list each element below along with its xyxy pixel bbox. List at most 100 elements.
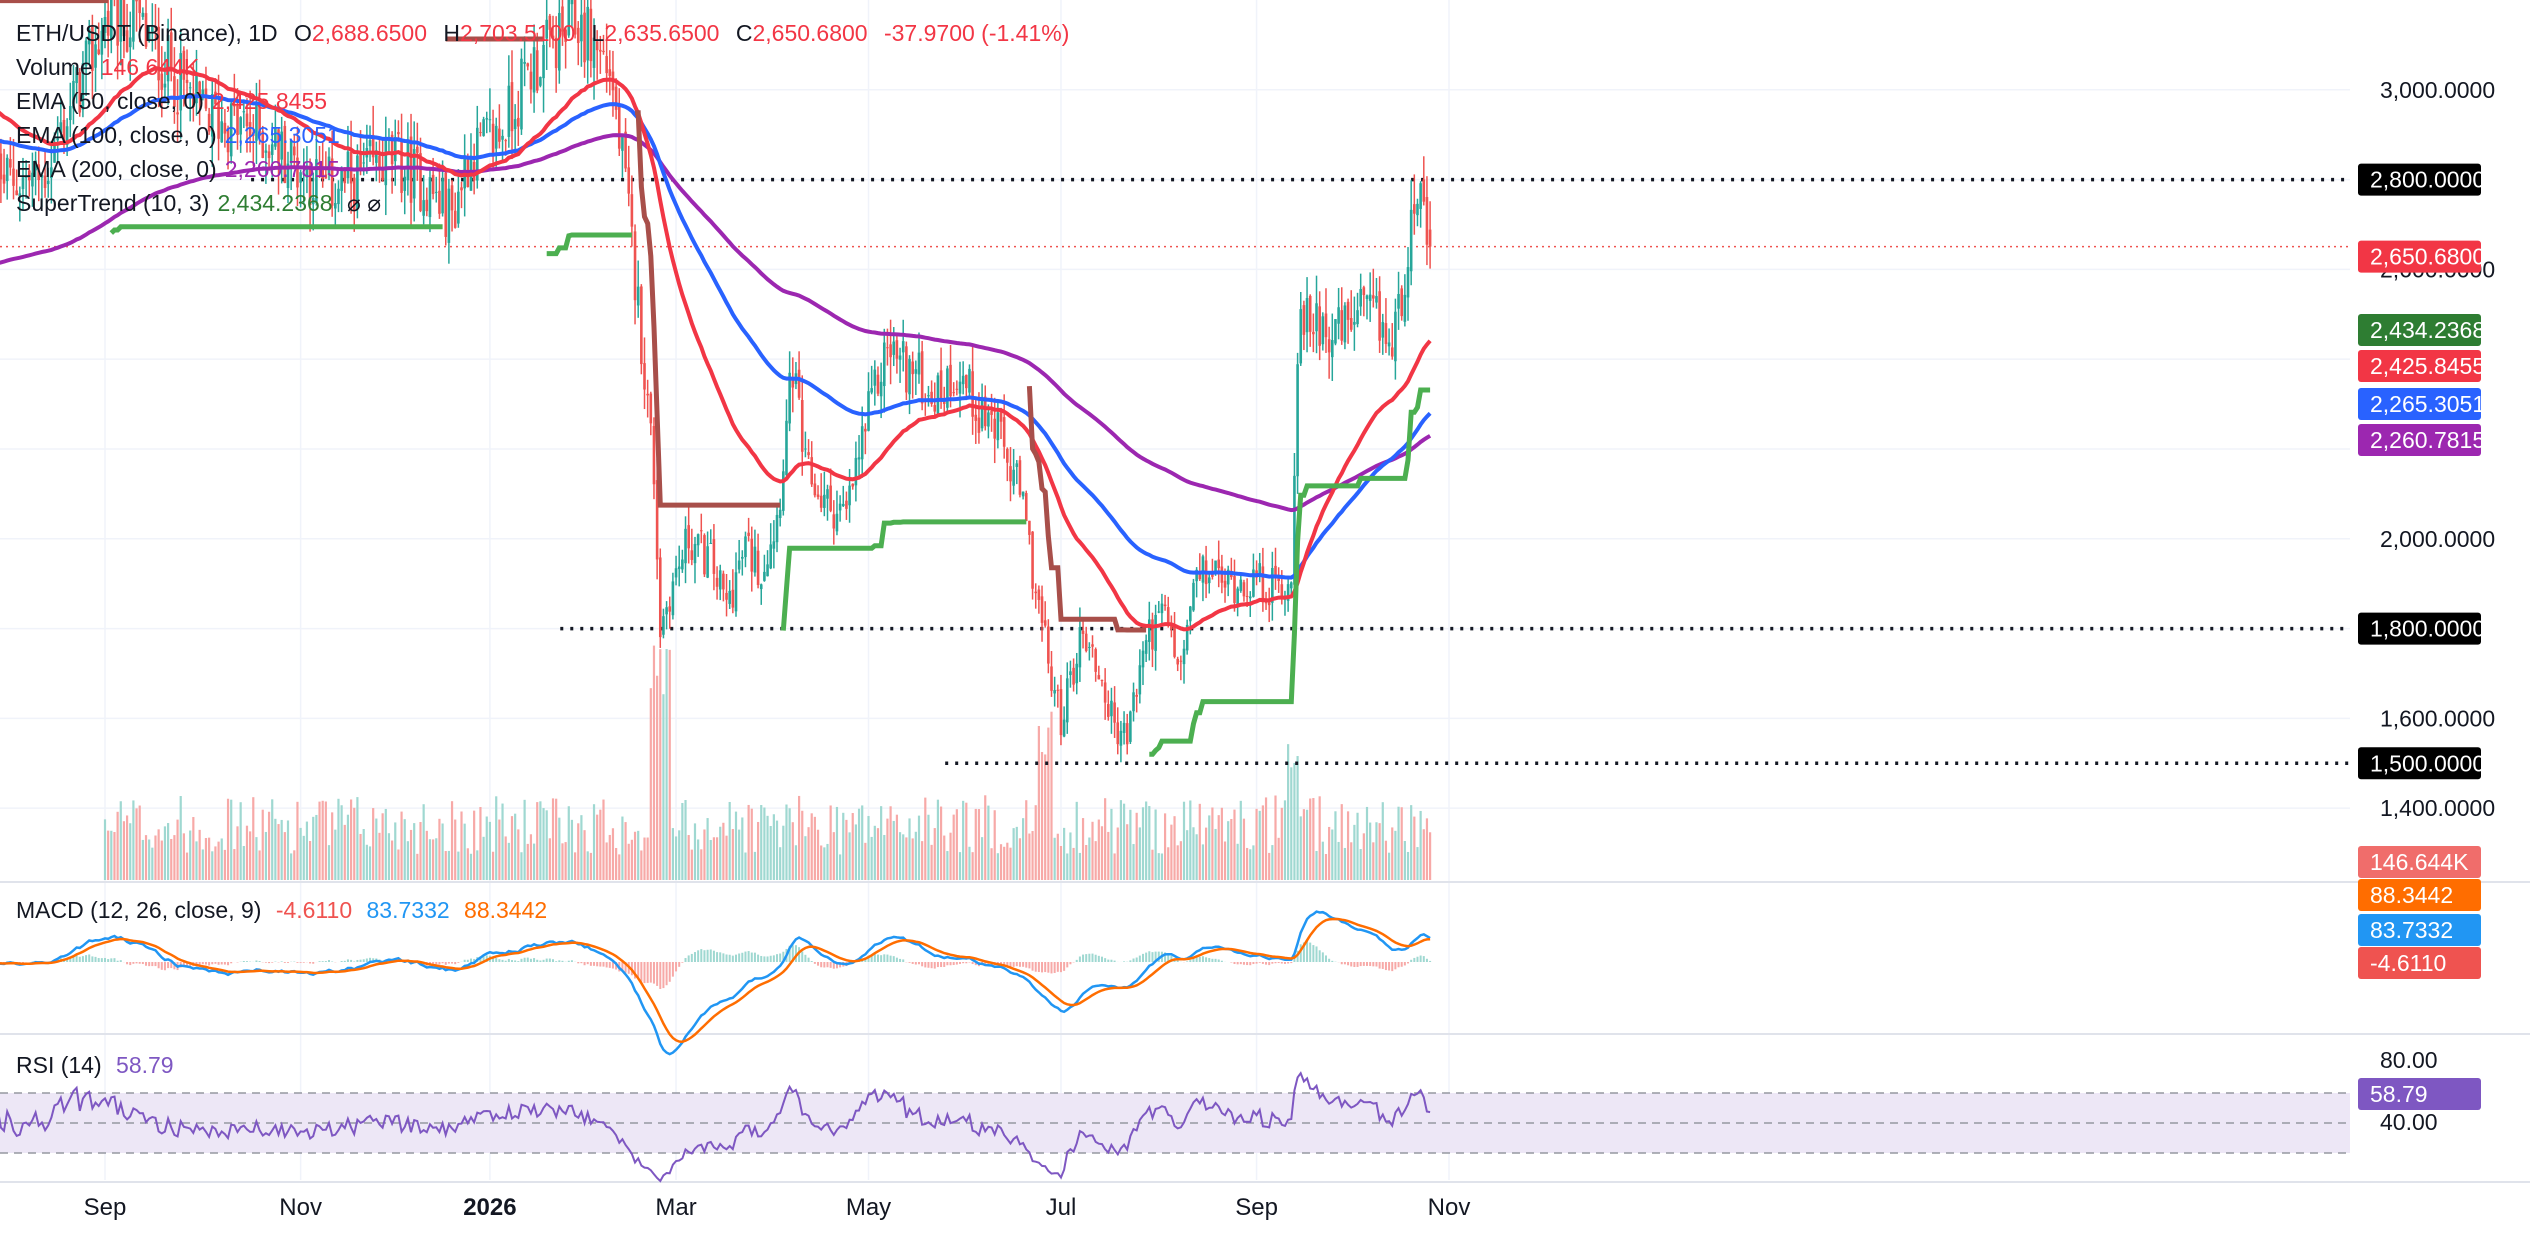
macd-hist-bar (835, 962, 838, 969)
level-badge-text: 2,800.0000 (2370, 167, 2485, 193)
macd-hist-bar (1091, 953, 1094, 962)
volume-bar (1211, 807, 1214, 880)
ema200-legend-row[interactable]: EMA (200, close, 0) 2,260.7815 (16, 152, 1069, 186)
volume-bar (980, 837, 984, 880)
macd-hist-bar (107, 959, 110, 962)
macd-hist-bar (753, 952, 756, 962)
macd-hist-bar (1287, 962, 1290, 964)
volume-bar (1403, 840, 1406, 880)
volume-bar (252, 797, 255, 880)
candle-body (807, 452, 810, 456)
candle-body (173, 76, 176, 108)
macd-hist-bar (1410, 959, 1413, 962)
candle-body (40, 175, 44, 178)
volume-bar (548, 838, 551, 880)
volume-bar (756, 821, 760, 880)
macd-hist-bar (880, 955, 883, 962)
candle-body (728, 590, 731, 604)
volume-bar (1075, 801, 1078, 880)
macd-hist-bar (552, 959, 555, 962)
candle-body (1409, 209, 1413, 272)
candle-body (425, 199, 429, 212)
macd-hist-bar (883, 954, 886, 962)
macd-pane[interactable] (0, 910, 1432, 1056)
price-pane[interactable] (0, 0, 2350, 880)
macd-hist-bar (510, 960, 513, 962)
macd-hist-bar (321, 961, 324, 962)
candle-body (185, 79, 189, 84)
macd-hist-bar (526, 957, 529, 962)
macd-hist-bar (227, 962, 230, 966)
macd-hist-bar (1113, 960, 1116, 962)
candle-body (18, 193, 22, 197)
volume-bar (753, 851, 757, 880)
macd-legend[interactable]: MACD (12, 26, close, 9) -4.6110 83.7332 … (16, 897, 547, 924)
macd-hist-bar (1407, 962, 1410, 964)
candle-body (813, 483, 817, 496)
volume-bar (375, 818, 378, 880)
indicator-badge[interactable]: 2,260.7815 (2358, 424, 2485, 456)
volume-bar (1201, 844, 1205, 880)
volume-bar (532, 843, 536, 880)
volume-bar (627, 843, 630, 880)
candle-body (308, 168, 312, 205)
level-badge[interactable]: 2,800.0000 (2358, 163, 2485, 196)
macd-badge[interactable]: 83.7332 (2358, 914, 2481, 946)
ema100-legend-row[interactable]: EMA (100, close, 0) 2,265.3051 (16, 118, 1069, 152)
volume-legend-row[interactable]: Volume 146.644K (16, 50, 1069, 84)
level-badge[interactable]: 1,800.0000 (2358, 612, 2485, 645)
volume-badge[interactable]: 146.644K (2358, 846, 2481, 878)
macd-hist-bar (1239, 962, 1242, 965)
macd-hist-bar (662, 962, 665, 989)
volume-bar (848, 832, 851, 880)
macd-hist-bar (204, 962, 207, 965)
volume-bar (665, 649, 668, 880)
supertrend-legend-row[interactable]: SuperTrend (10, 3) 2,434.2368 ⌀ ⌀ (16, 186, 1069, 220)
volume-bar (324, 801, 327, 880)
rsi-legend[interactable]: RSI (14) 58.79 (16, 1052, 174, 1079)
indicator-badge[interactable]: 2,434.2368 (2358, 314, 2485, 346)
level-badge[interactable]: 1,500.0000 (2358, 747, 2485, 780)
supertrend-value: 2,434.2368 (217, 190, 333, 216)
volume-bar (447, 850, 450, 880)
candle-body (248, 122, 252, 137)
volume-bar (1037, 725, 1040, 880)
candle-body (1312, 331, 1315, 335)
macd-hist-bar (132, 962, 135, 964)
volume-bar (400, 811, 403, 880)
macd-badge[interactable]: 88.3442 (2358, 879, 2481, 911)
volume-bar (962, 800, 965, 880)
volume-bar (1069, 832, 1072, 880)
volume-bar (1056, 833, 1059, 880)
candle-body (914, 369, 918, 374)
macd-hist-bar (706, 949, 709, 962)
macd-hist-bar (135, 962, 138, 964)
symbol-title[interactable]: ETH/USDT (Binance), 1D (16, 20, 278, 46)
price-axis[interactable]: 3,000.00002,600.00002,000.00001,600.0000… (2358, 77, 2495, 1135)
last-price-badge[interactable]: 2,650.6800 (2358, 240, 2485, 273)
volume-bar (722, 822, 725, 880)
rsi-badge[interactable]: 58.79 (2358, 1078, 2481, 1110)
volume-bar (337, 798, 340, 880)
volume-bar (542, 808, 545, 880)
candle-body (517, 117, 520, 127)
indicator-badge[interactable]: 2,265.3051 (2358, 388, 2485, 420)
volume-bar (1094, 841, 1097, 880)
macd-hist-bar (485, 955, 488, 962)
candle-body (393, 136, 397, 162)
macd-hist-bar (577, 962, 580, 964)
volume-bar (1220, 807, 1223, 880)
rsi-pane[interactable] (0, 1071, 2350, 1183)
macd-badge[interactable]: -4.6110 (2358, 947, 2481, 979)
macd-hist-bar (21, 962, 24, 963)
time-tick-label: Sep (84, 1194, 127, 1221)
candle-body (1425, 197, 1429, 245)
volume-bar (775, 820, 779, 880)
volume-bar (1116, 827, 1119, 880)
indicator-badge[interactable]: 2,425.8455 (2358, 350, 2485, 382)
macd-hist-bar (646, 962, 649, 983)
ema50-legend-row[interactable]: EMA (50, close, 0) 2,425.8455 (16, 84, 1069, 118)
time-axis[interactable]: Sep Nov 2026 Mar May Jul Sep Nov (84, 1194, 1471, 1221)
candle-body (829, 485, 832, 511)
